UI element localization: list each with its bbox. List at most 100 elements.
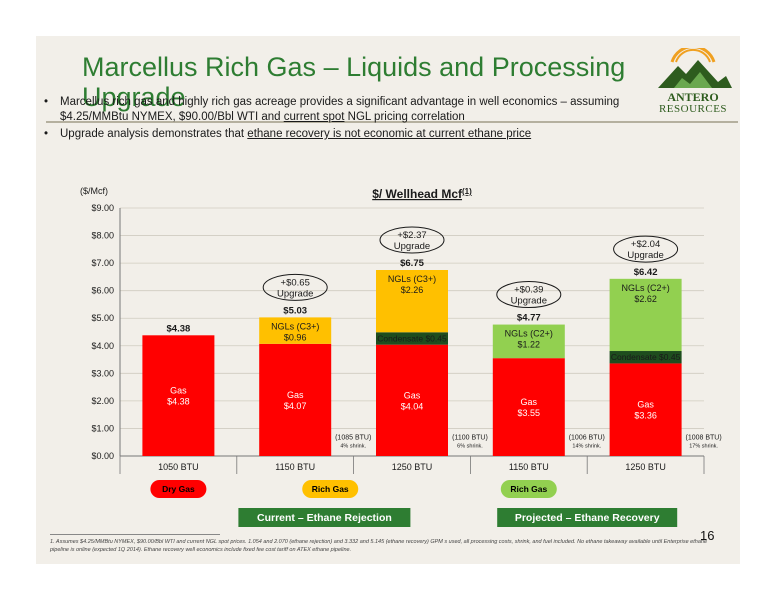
upgrade-callout-ellipse xyxy=(613,235,679,263)
shrink-percent-label: 4% shrink. xyxy=(340,443,366,449)
x-category-label: 1150 BTU xyxy=(509,462,549,472)
upgrade-amount: +$2.04 xyxy=(631,239,660,250)
bar-segment-ngl_c3 xyxy=(376,270,448,333)
group-label-pill xyxy=(150,480,207,498)
bar-segment-condensate xyxy=(376,332,448,345)
x-category-label: 1250 BTU xyxy=(625,462,666,472)
bar-total-label: $6.42 xyxy=(634,267,658,278)
bullet-text-pre: Upgrade analysis demonstrates that xyxy=(60,128,248,140)
upgrade-label: Upgrade xyxy=(277,288,313,299)
bullet-text-post: NGL pricing correlation xyxy=(344,111,465,123)
segment-value-label: $0.96 xyxy=(284,332,307,342)
x-category-label: 1150 BTU xyxy=(275,462,315,472)
bullet-text-underlined: ethane recovery is not economic at curre… xyxy=(247,128,532,140)
segment-label: Gas xyxy=(170,386,187,396)
bar-segment-ngl_c3 xyxy=(259,317,332,344)
y-axis-label: ($/Mcf) xyxy=(80,186,108,196)
segment-value-label: $4.07 xyxy=(284,401,307,411)
x-category-label: 1250 BTU xyxy=(392,462,433,472)
upgrade-amount: +$2.37 xyxy=(397,230,426,241)
antero-logo: ANTERO RESOURCES xyxy=(652,45,734,118)
bullet-text-underlined: current spot xyxy=(283,111,345,123)
bullet-dot-icon: • xyxy=(44,96,49,108)
bullet-text-pre: Marcellus rich gas and highly rich gas a… xyxy=(60,96,620,123)
group-label-pill xyxy=(500,480,557,498)
title-line-2: Upgrade xyxy=(82,82,186,112)
segment-label: Gas xyxy=(404,390,421,400)
mountain-logo-icon xyxy=(658,45,732,88)
bullet-item: • Upgrade analysis demonstrates that eth… xyxy=(44,127,684,142)
scenario-label-text: Current – Ethane Rejection xyxy=(257,512,392,524)
bar-segment-ngl_c2 xyxy=(492,324,565,359)
segment-value-label: $3.55 xyxy=(518,408,541,418)
segment-label: NGLs (C3+) xyxy=(271,321,319,331)
y-tick-label: $6.00 xyxy=(91,286,114,296)
upgrade-callout-ellipse xyxy=(379,226,445,254)
scenario-label-box xyxy=(238,508,411,527)
bullet-dot-icon: • xyxy=(44,128,49,140)
bar-segment-gas xyxy=(259,343,332,456)
bullet-list: • Marcellus rich gas and highly rich gas… xyxy=(44,95,684,144)
upgrade-callout-ellipse xyxy=(496,281,562,309)
y-tick-label: $1.00 xyxy=(91,423,114,433)
scenario-label-box xyxy=(497,508,678,527)
segment-value-label: $1.22 xyxy=(518,340,541,350)
upgrade-callout-ellipse xyxy=(262,273,328,301)
shrink-btu-label: (1100 BTU) xyxy=(452,434,488,441)
y-tick-label: $2.00 xyxy=(91,396,114,406)
y-tick-label: $3.00 xyxy=(91,368,114,378)
shrink-btu-label: (1006 BTU) xyxy=(569,434,605,441)
scenario-label-text: Projected – Ethane Recovery xyxy=(515,512,660,524)
bar-total-label: $6.75 xyxy=(400,258,424,269)
chart-title-superscript: (1) xyxy=(462,187,472,196)
segment-label: NGLs (C3+) xyxy=(388,274,436,284)
logo-text-antero: ANTERO xyxy=(667,90,719,104)
upgrade-amount: +$0.65 xyxy=(281,277,310,288)
slide-title: Marcellus Rich Gas – Liquids and Process… xyxy=(82,52,642,112)
segment-value-label: $3.36 xyxy=(634,411,657,421)
segment-label: Condensate $0.45 xyxy=(377,333,447,343)
group-label-text: Dry Gas xyxy=(162,484,195,494)
bullet-item: • Marcellus rich gas and highly rich gas… xyxy=(44,95,684,125)
shrink-btu-label: (1085 BTU) xyxy=(335,434,371,441)
y-tick-label: $9.00 xyxy=(91,203,114,213)
segment-label: Gas xyxy=(287,390,304,400)
footnote-divider xyxy=(50,534,220,535)
segment-value-label: $4.04 xyxy=(401,401,424,411)
segment-label: Condensate $0.45 xyxy=(611,352,681,362)
segment-label: Gas xyxy=(521,397,538,407)
y-tick-label: $7.00 xyxy=(91,258,114,268)
shrink-percent-label: 6% shrink. xyxy=(457,443,483,449)
title-line-1: Marcellus Rich Gas – Liquids and Process… xyxy=(82,52,626,82)
segment-label: NGLs (C2+) xyxy=(505,329,553,339)
logo-text-resources: RESOURCES xyxy=(658,103,728,115)
group-label-text: Rich Gas xyxy=(510,484,547,494)
bar-total-label: $4.77 xyxy=(517,313,541,324)
bar-segment-ngl_c2 xyxy=(609,278,682,352)
upgrade-label: Upgrade xyxy=(627,250,663,261)
wellhead-value-chart: $/ Wellhead Mcf(1) ($/Mcf) $0.00 $1.00 $2.00… xyxy=(36,184,726,534)
y-tick-label: $4.00 xyxy=(91,341,114,351)
title-divider xyxy=(46,121,738,123)
page-number: 16 xyxy=(700,528,715,543)
upgrade-label: Upgrade xyxy=(511,296,547,307)
bar-segment-gas xyxy=(609,363,682,456)
y-tick-label: $0.00 xyxy=(91,451,114,461)
y-tick-label: $5.00 xyxy=(91,313,114,323)
shrink-percent-label: 14% shrink. xyxy=(572,443,601,449)
bar-segment-gas xyxy=(492,358,565,456)
chart-svg: $/ Wellhead Mcf(1) ($/Mcf) $0.00 $1.00 $2.00… xyxy=(80,186,722,527)
segment-value-label: $4.38 xyxy=(167,397,190,407)
x-category-label: 1050 BTU xyxy=(158,462,199,472)
segment-label: Gas xyxy=(637,400,654,410)
bar-total-label: $5.03 xyxy=(283,305,307,316)
footnote: 1. Assumes $4.25/MMBtu NYMEX, $90.00/Bbl… xyxy=(50,539,708,553)
upgrade-amount: +$0.39 xyxy=(514,285,543,296)
y-tick-label: $8.00 xyxy=(91,231,114,241)
group-label-text: Rich Gas xyxy=(312,484,349,494)
segment-value-label: $2.62 xyxy=(634,294,657,304)
upgrade-label: Upgrade xyxy=(394,241,430,252)
shrink-btu-label: (1008 BTU) xyxy=(686,434,722,441)
bar-segment-gas xyxy=(376,344,448,456)
group-label-pill xyxy=(302,480,359,498)
